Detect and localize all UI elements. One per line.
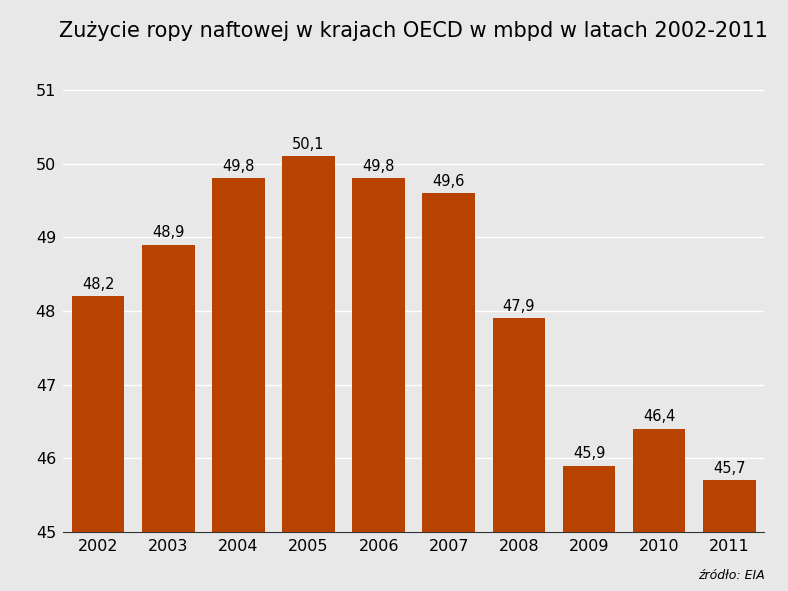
Bar	[563, 466, 615, 532]
Text: 49,6: 49,6	[433, 174, 465, 189]
Bar	[282, 156, 335, 532]
Text: 47,9: 47,9	[503, 299, 535, 314]
Text: 45,9: 45,9	[573, 446, 605, 461]
Text: 48,2: 48,2	[82, 277, 114, 292]
Title: Zużycie ropy naftowej w krajach OECD w mbpd w latach 2002-2011: Zużycie ropy naftowej w krajach OECD w m…	[59, 21, 768, 41]
Bar	[142, 245, 195, 532]
Text: 48,9: 48,9	[152, 225, 184, 241]
Text: 45,7: 45,7	[713, 461, 745, 476]
Bar	[703, 480, 756, 532]
Bar	[492, 319, 545, 532]
Bar	[212, 178, 265, 532]
Bar	[633, 429, 686, 532]
Text: 49,8: 49,8	[362, 159, 395, 174]
Text: źródło: EIA: źródło: EIA	[697, 569, 764, 582]
Text: 46,4: 46,4	[643, 410, 675, 424]
Bar	[352, 178, 405, 532]
Bar	[72, 296, 125, 532]
Text: 49,8: 49,8	[222, 159, 255, 174]
Bar	[422, 193, 475, 532]
Text: 50,1: 50,1	[292, 137, 325, 152]
